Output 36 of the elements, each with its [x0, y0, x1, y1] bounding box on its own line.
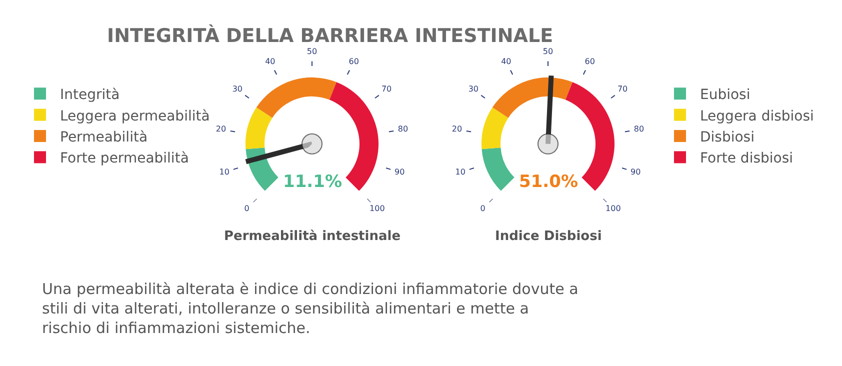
text: 90 — [394, 167, 405, 176]
text: Permeabilità intestinale — [224, 229, 401, 244]
text: 30 — [232, 84, 243, 94]
legend-label: Forte disbiosi — [700, 150, 794, 167]
text: 50 — [306, 46, 318, 56]
text: 20 — [452, 124, 462, 134]
legend-label: Permeabilità — [60, 129, 148, 146]
text: 90 — [630, 167, 641, 176]
text: 0 — [480, 204, 486, 214]
chart-title: INTEGRITÀ DELLA BARRIERA INTESTINALE — [107, 24, 554, 47]
text: 51.0% — [519, 172, 578, 192]
text: 10 — [455, 167, 466, 176]
text: 10 — [219, 167, 230, 176]
legend-label: Integrità — [60, 87, 120, 104]
text: 60 — [348, 56, 359, 66]
legend-label: Eubiosi — [700, 87, 750, 104]
text: 60 — [584, 56, 595, 66]
text: 80 — [634, 124, 644, 134]
legend-label: Disbiosi — [700, 129, 754, 146]
text: 20 — [216, 124, 226, 134]
text: 30 — [468, 84, 479, 94]
text: 40 — [501, 56, 512, 66]
text: 80 — [398, 124, 408, 134]
legend-label: Leggera permeabilità — [60, 108, 210, 124]
text: 0 — [244, 204, 250, 214]
text: 40 — [265, 56, 276, 66]
text: 70 — [617, 84, 628, 94]
legend-label: Leggera disbiosi — [700, 108, 814, 124]
text: 50 — [542, 46, 554, 56]
text: 70 — [381, 84, 392, 94]
text: 11.1% — [283, 172, 342, 192]
text: 100 — [370, 204, 385, 214]
text: Una permeabilità alterata è indice di condizioni infiammatorie dovute a stili di vita alterati, intolleranze o sensibilità alimentari e mette a rischio di infiammazioni sistemiche. — [42, 280, 578, 337]
text: 100 — [606, 204, 621, 214]
text: Indice Disbiosi — [495, 229, 602, 244]
legend-label: Forte permeabilità — [60, 150, 189, 167]
